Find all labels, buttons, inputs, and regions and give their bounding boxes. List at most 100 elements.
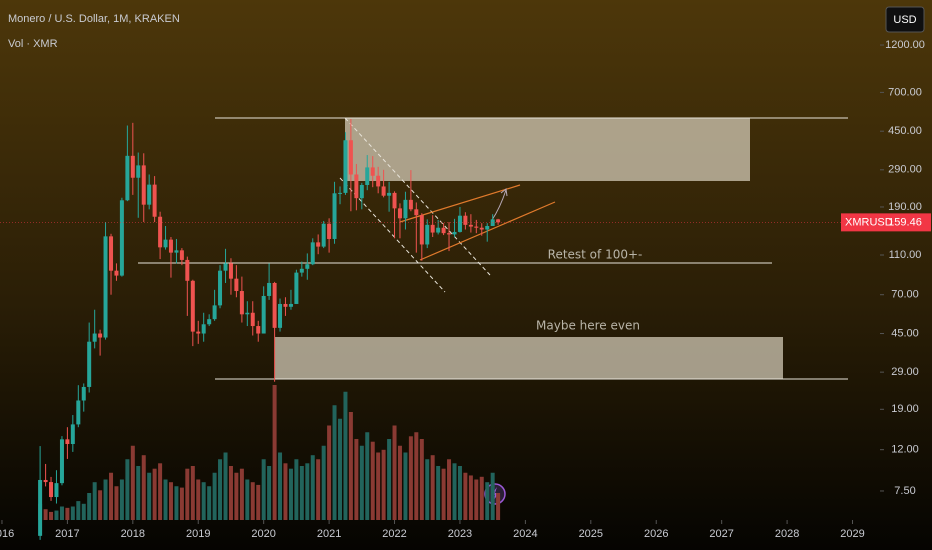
volume-bar (59, 506, 64, 520)
x-tick-label: 2020 (251, 528, 275, 540)
candle-body (43, 479, 48, 483)
candle-body (65, 439, 70, 445)
volume-bar (354, 439, 359, 520)
candle-body (201, 324, 206, 334)
candle-body (343, 140, 348, 193)
volume-bar (81, 503, 86, 520)
candle-body (496, 219, 501, 223)
x-tick-label: 2029 (840, 528, 864, 540)
volume-bar (207, 486, 212, 520)
candle-body (125, 155, 130, 201)
volume-bar (76, 501, 81, 520)
candle-body (419, 215, 424, 245)
candle-body (332, 193, 337, 239)
volume-bar (403, 452, 408, 520)
candle-body (376, 175, 381, 187)
dashed-trend (344, 117, 491, 276)
currency-button[interactable] (885, 6, 925, 33)
candle-body (267, 282, 272, 296)
volume-bar (272, 385, 277, 520)
candle-body (147, 184, 152, 205)
candle-layer (38, 119, 501, 540)
volume-bar (196, 479, 201, 520)
y-tick-label: 70.00 (891, 289, 919, 301)
candle-body (316, 242, 321, 247)
volume-bar (141, 455, 146, 520)
y-tick-label: 1200.00 (885, 39, 925, 51)
volume-bar (425, 459, 430, 520)
y-tick-label: 7.50 (894, 485, 915, 497)
candle-body (327, 223, 332, 239)
candle-body (490, 219, 495, 226)
candle-body (457, 215, 462, 232)
x-tick-label: 2019 (186, 528, 210, 540)
y-tick-label: 450.00 (888, 125, 922, 137)
arrow (491, 188, 508, 221)
volume-bar (223, 452, 228, 520)
volume-layer (38, 385, 501, 520)
candle-body (136, 165, 141, 178)
y-tick-label: 290.00 (888, 164, 922, 176)
candle-body (321, 223, 326, 247)
x-tick-label: 2025 (579, 528, 603, 540)
y-tick-label: 29.00 (891, 366, 919, 378)
candle-body (408, 199, 413, 210)
candle-body (338, 192, 343, 194)
volume-bar (288, 468, 293, 520)
candle-body (348, 140, 353, 175)
candle-body (414, 209, 419, 216)
candle-body (179, 250, 184, 260)
candle-body (359, 184, 364, 199)
currency-label: USD (893, 14, 916, 26)
candle-body (436, 227, 441, 233)
candle-body (354, 174, 359, 199)
volume-bar (321, 445, 326, 520)
volume-bar (376, 452, 381, 520)
volume-bar (261, 459, 266, 520)
volume-bar (119, 479, 124, 520)
candle-body (387, 192, 392, 196)
candle-body (103, 236, 108, 338)
volume-bar (419, 439, 424, 520)
volume-bar (201, 482, 206, 520)
volume-bar (239, 468, 244, 520)
volume-bar (245, 479, 250, 520)
volume-bar (125, 459, 130, 520)
candle-body (98, 333, 103, 338)
candle-body (174, 250, 179, 253)
chart-title: Monero / U.S. Dollar, 1M, KRAKEN (8, 13, 180, 25)
candle-body (196, 331, 201, 334)
volume-bar (130, 445, 135, 520)
candle-body (212, 305, 217, 320)
candle-body (272, 282, 277, 328)
volume-bar (163, 479, 168, 520)
candle-body (479, 227, 484, 230)
last-price-tag (841, 213, 931, 232)
last-price-label: 159.46 (888, 216, 922, 228)
volume-bar (278, 452, 283, 520)
candle-body (474, 226, 479, 228)
candle-body (250, 312, 255, 327)
volume-bar (441, 468, 446, 520)
candle-body (185, 259, 190, 281)
volume-bar (479, 476, 484, 520)
y-tick-label: 700.00 (888, 86, 922, 98)
candle-body (403, 199, 408, 219)
candle-body (430, 224, 435, 233)
x-tick-label: 2027 (709, 528, 733, 540)
volume-bar (381, 449, 386, 520)
volume-bar (65, 507, 70, 520)
volume-bar (43, 509, 48, 520)
volume-bar (332, 405, 337, 520)
volume-bar (168, 482, 173, 520)
x-tick-label: 2028 (775, 528, 799, 540)
volume-bar (485, 482, 490, 520)
candle-body (485, 225, 490, 230)
volume-bar (179, 487, 184, 520)
volume-bar (316, 459, 321, 520)
candle-body (245, 312, 250, 315)
volume-bar (103, 479, 108, 520)
candle-body (38, 479, 43, 536)
volume-bar (468, 475, 473, 520)
